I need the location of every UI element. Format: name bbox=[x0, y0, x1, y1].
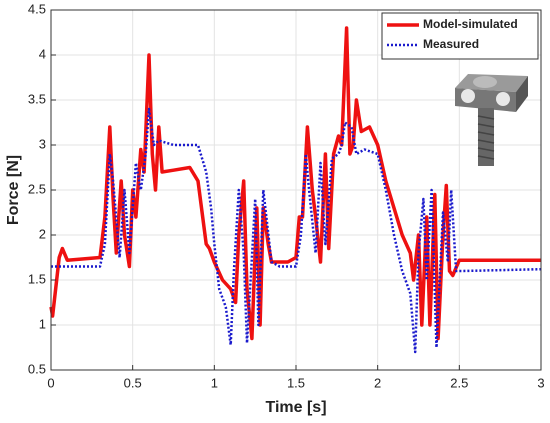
y-tick-label: 3 bbox=[39, 136, 46, 151]
lines bbox=[49, 26, 542, 354]
y-tick-label: 4 bbox=[39, 46, 46, 61]
y-tick-label: 2 bbox=[39, 226, 46, 241]
x-tick-label: 2.5 bbox=[450, 375, 468, 390]
y-tick-label: 3.5 bbox=[28, 91, 46, 106]
x-tick-label: 1 bbox=[211, 375, 218, 390]
y-axis-label: Force [N] bbox=[5, 155, 22, 225]
x-tick-label: 0.5 bbox=[124, 375, 142, 390]
legend-label: Model-simulated bbox=[423, 17, 518, 31]
x-tick-label: 0 bbox=[47, 375, 54, 390]
y-tick-label: 0.5 bbox=[28, 361, 46, 376]
data-line bbox=[49, 26, 541, 341]
y-tick-label: 1 bbox=[39, 316, 46, 331]
bolt-icon bbox=[455, 74, 528, 166]
data-line bbox=[51, 107, 542, 354]
ticks: 0 0.5 1 1.5 2 2.5 30.511.522.533.544.5 bbox=[28, 1, 545, 390]
legend-label: Measured bbox=[423, 37, 479, 51]
x-axis-label: Time [s] bbox=[265, 399, 326, 416]
y-tick-label: 4.5 bbox=[28, 1, 46, 16]
x-tick-label: 3 bbox=[537, 375, 544, 390]
y-tick-label: 1.5 bbox=[28, 271, 46, 286]
y-tick-label: 2.5 bbox=[28, 181, 46, 196]
legend-box bbox=[381, 12, 539, 60]
x-tick-label: 2 bbox=[374, 375, 381, 390]
x-tick-label: 1.5 bbox=[287, 375, 305, 390]
legend: Model-simulated Measured bbox=[387, 17, 518, 51]
